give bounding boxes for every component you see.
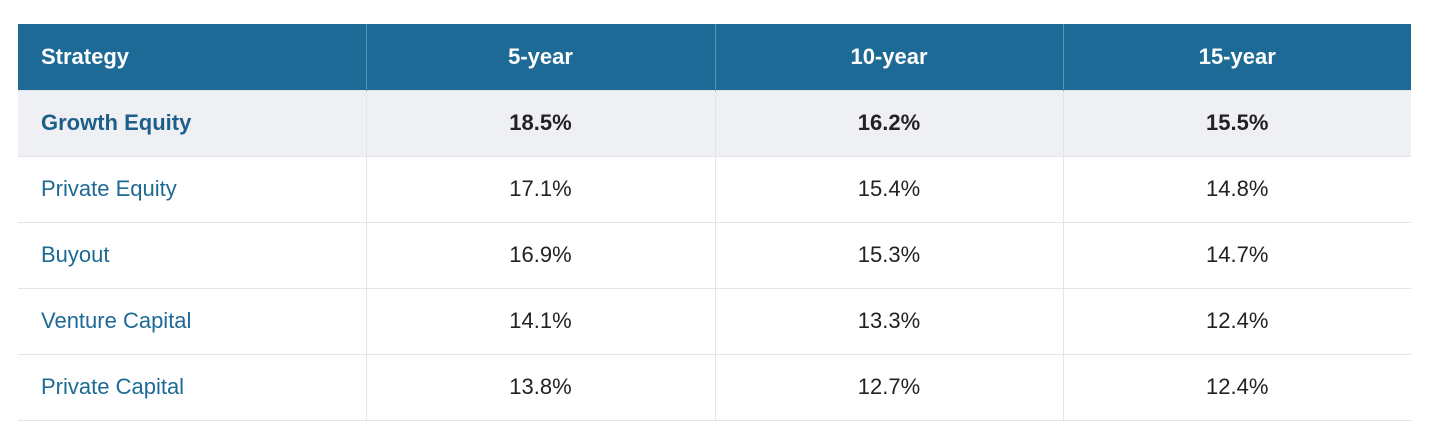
return-cell: 15.3% bbox=[714, 221, 1063, 288]
column-header: 10-year bbox=[714, 24, 1063, 90]
table-row: Venture Capital 14.1% 13.3% 12.4% bbox=[18, 287, 1411, 354]
table-row: Private Capital 13.8% 12.7% 12.4% bbox=[18, 353, 1411, 421]
return-cell: 13.8% bbox=[365, 353, 715, 421]
table-row: Growth Equity 18.5% 16.2% 15.5% bbox=[18, 89, 1411, 156]
returns-table: Strategy 5-year 10-year 15-year Growth Equi… bbox=[18, 24, 1411, 421]
strategy-cell: Private Capital bbox=[18, 353, 366, 421]
return-cell: 14.1% bbox=[365, 287, 715, 354]
return-cell: 16.9% bbox=[365, 221, 715, 288]
table-body: Growth Equity 18.5% 16.2% 15.5% Private Equi… bbox=[18, 89, 1411, 421]
table-header: Strategy 5-year 10-year 15-year bbox=[18, 24, 1411, 90]
return-cell: 12.7% bbox=[714, 353, 1063, 421]
return-cell: 12.4% bbox=[1062, 287, 1411, 354]
return-cell: 14.7% bbox=[1062, 221, 1411, 288]
strategy-cell: Private Equity bbox=[18, 155, 366, 222]
column-header: 5-year bbox=[365, 24, 715, 90]
return-cell: 18.5% bbox=[365, 89, 715, 156]
return-cell: 13.3% bbox=[714, 287, 1063, 354]
return-cell: 17.1% bbox=[365, 155, 715, 222]
return-cell: 14.8% bbox=[1062, 155, 1411, 222]
strategy-cell: Buyout bbox=[18, 221, 366, 288]
table-row: Buyout 16.9% 15.3% 14.7% bbox=[18, 221, 1411, 288]
header-row: Strategy 5-year 10-year 15-year bbox=[18, 24, 1411, 90]
column-header: Strategy bbox=[18, 24, 366, 90]
return-cell: 15.5% bbox=[1062, 89, 1411, 156]
column-header: 15-year bbox=[1062, 24, 1411, 90]
table-row: Private Equity 17.1% 15.4% 14.8% bbox=[18, 155, 1411, 222]
return-cell: 16.2% bbox=[714, 89, 1063, 156]
return-cell: 15.4% bbox=[714, 155, 1063, 222]
strategy-cell: Growth Equity bbox=[18, 89, 366, 156]
strategy-cell: Venture Capital bbox=[18, 287, 366, 354]
return-cell: 12.4% bbox=[1062, 353, 1411, 421]
